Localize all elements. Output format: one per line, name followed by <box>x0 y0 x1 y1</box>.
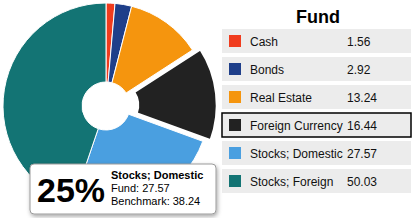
legend-label: Stocks; Foreign <box>250 175 333 189</box>
tooltip-line-label: Benchmark: <box>111 195 170 207</box>
tooltip-percent: 25% <box>37 171 105 209</box>
legend-swatch <box>229 175 241 187</box>
legend-row[interactable] <box>222 141 411 165</box>
tooltip-line-value: 27.57 <box>142 182 170 194</box>
chart: Fund Cash 1.56 Bonds 2.92 Real Estate 13.24 For… <box>0 0 420 218</box>
tooltip-category: Stocks; Domestic <box>111 169 203 181</box>
legend-row[interactable] <box>222 85 411 109</box>
legend-row[interactable] <box>222 169 411 193</box>
tooltip-line: Fund:27.57 <box>111 182 170 194</box>
legend-swatch <box>229 147 241 159</box>
legend-swatch <box>229 91 241 103</box>
legend-swatch <box>229 119 241 131</box>
legend-swatch <box>229 63 241 75</box>
legend-label: Foreign Currency <box>250 119 343 133</box>
legend-label: Bonds <box>250 63 284 77</box>
legend-value: 50.03 <box>347 175 377 189</box>
tooltip-box <box>30 164 216 214</box>
legend-row[interactable] <box>222 113 411 137</box>
tooltip-line-value: 38.24 <box>173 195 201 207</box>
legend: Cash 1.56 Bonds 2.92 Real Estate 13.24 Foreign… <box>222 29 411 193</box>
legend-row[interactable] <box>222 57 411 81</box>
legend-label: Stocks; Domestic <box>250 147 343 161</box>
title: Fund <box>296 7 340 27</box>
legend-row[interactable] <box>222 29 411 53</box>
chart-root: Fund Cash 1.56 Bonds 2.92 Real Estate 13.24 For… <box>0 0 420 218</box>
legend-label: Cash <box>250 35 278 49</box>
legend-value: 1.56 <box>347 35 371 49</box>
legend-value: 27.57 <box>347 147 377 161</box>
legend-value: 16.44 <box>347 119 377 133</box>
legend-label: Real Estate <box>250 91 312 105</box>
legend-swatch <box>229 35 241 47</box>
tooltip-line: Benchmark:38.24 <box>111 195 200 207</box>
legend-value: 13.24 <box>347 91 377 105</box>
legend-value: 2.92 <box>347 63 371 77</box>
tooltip-line-label: Fund: <box>111 182 139 194</box>
tooltip: 25% Stocks; DomesticFund:27.57Benchmark:3… <box>30 164 216 214</box>
